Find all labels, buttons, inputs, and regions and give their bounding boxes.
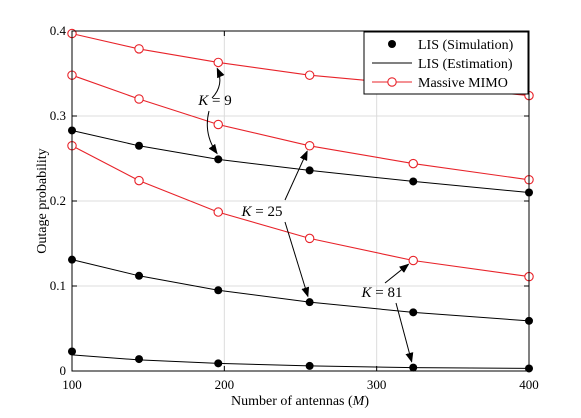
group-label: K = 25 bbox=[241, 204, 283, 220]
x-tick-label: 300 bbox=[367, 377, 387, 392]
massive-mimo-marker bbox=[304, 70, 315, 80]
lis-simulation-marker bbox=[409, 177, 418, 186]
legend-label: LIS (Estimation) bbox=[418, 57, 513, 72]
annotation-arrow bbox=[284, 150, 308, 201]
lis-simulation-marker bbox=[305, 298, 314, 307]
annotations: K = 9K = 25K = 81 bbox=[197, 67, 414, 363]
y-tick-label: 0.1 bbox=[50, 278, 66, 293]
x-axis-label-var: M bbox=[352, 394, 366, 409]
legend-label: Massive MIMO bbox=[418, 76, 508, 91]
y-tick-label: 0.3 bbox=[50, 108, 66, 123]
x-tick-label: 200 bbox=[215, 377, 235, 392]
massive-mimo-marker bbox=[134, 44, 144, 54]
massive-mimo-marker bbox=[213, 57, 223, 68]
lis-simulation-marker bbox=[214, 155, 223, 164]
lis-estimation-line bbox=[71, 130, 530, 193]
x-tick-label: 400 bbox=[519, 377, 539, 392]
group-label-value: = 81 bbox=[372, 285, 403, 301]
group-label-var: K bbox=[241, 204, 253, 220]
lis-simulation-marker bbox=[305, 361, 314, 370]
y-tick-label: 0.4 bbox=[50, 23, 67, 38]
x-axis-label-main: Number of antennas ( bbox=[231, 394, 353, 409]
legend: LIS (Simulation) LIS (Estimation) Massive … bbox=[363, 31, 529, 95]
annotation-arrow bbox=[211, 67, 225, 99]
massive-mimo-marker bbox=[134, 94, 144, 104]
annotation-arrow bbox=[395, 302, 414, 363]
lis-simulation-marker bbox=[135, 271, 144, 280]
lis-simulation-marker bbox=[214, 286, 223, 295]
lis-simulation-marker bbox=[305, 166, 314, 175]
legend-symbol-lis-simulation bbox=[388, 40, 396, 48]
group-label-var: K bbox=[197, 93, 209, 109]
lis-estimation-line bbox=[71, 354, 530, 369]
group-label-var: K bbox=[361, 285, 373, 301]
massive-mimo-marker bbox=[213, 207, 223, 217]
y-tick-label: 0.2 bbox=[50, 193, 66, 208]
massive-mimo-line bbox=[71, 74, 530, 181]
x-axis-label-close: ) bbox=[364, 394, 369, 409]
annotation-arrow bbox=[284, 221, 310, 298]
ticks: 100 200 300 400 0 0.1 0.2 0.3 0.4 bbox=[50, 23, 539, 392]
group-label-value: = 9 bbox=[208, 93, 231, 109]
group-label: K = 9 bbox=[197, 93, 231, 109]
massive-mimo-marker bbox=[304, 141, 315, 151]
legend-label: LIS (Simulation) bbox=[418, 38, 514, 53]
legend-symbol-massive-mimo-marker bbox=[387, 77, 397, 87]
lis-simulation-marker bbox=[214, 359, 223, 368]
massive-mimo-marker bbox=[408, 255, 418, 266]
group-label: K = 81 bbox=[361, 285, 403, 301]
y-axis-label: Outage probability bbox=[35, 148, 50, 253]
massive-mimo-marker bbox=[304, 233, 315, 244]
massive-mimo-marker bbox=[213, 119, 223, 130]
massive-mimo-line bbox=[71, 145, 530, 278]
x-axis-label: Number of antennas (M) bbox=[231, 394, 369, 409]
annotation-arrow bbox=[384, 263, 410, 284]
y-tick-label: 0 bbox=[60, 363, 67, 378]
massive-mimo-marker bbox=[408, 158, 418, 169]
lis-simulation-marker bbox=[409, 363, 418, 372]
lis-simulation-marker bbox=[135, 141, 144, 150]
lis-estimation-line bbox=[71, 259, 530, 322]
x-tick-label: 100 bbox=[62, 377, 82, 392]
annotation-arrow bbox=[206, 110, 218, 155]
lis-simulation-marker bbox=[135, 355, 144, 364]
massive-mimo-marker bbox=[134, 175, 144, 186]
group-label-value: = 25 bbox=[252, 204, 283, 220]
lis-simulation-marker bbox=[409, 308, 418, 317]
